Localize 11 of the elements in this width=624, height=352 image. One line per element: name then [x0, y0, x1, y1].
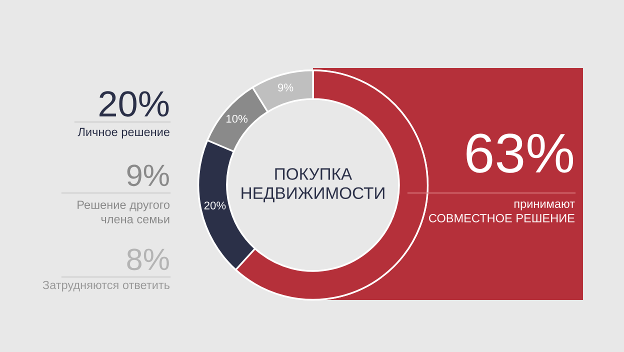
data-label: 10% [226, 114, 248, 123]
text: 63% [466, 134, 574, 173]
text: Личное решение [78, 128, 170, 138]
text: ПОКУПКА НЕДВИЖИМОСТИ [242, 168, 384, 202]
text: 20% [100, 91, 169, 117]
text: Решение другого члена семьи [78, 200, 170, 224]
text: Затрудняются ответить [42, 280, 170, 292]
text: 9% [127, 164, 169, 186]
data-label: 20% [204, 202, 226, 210]
text: принимают СОВМЕСТНОЕ РЕШЕНИЕ [429, 201, 575, 222]
data-label: 9% [278, 84, 294, 92]
